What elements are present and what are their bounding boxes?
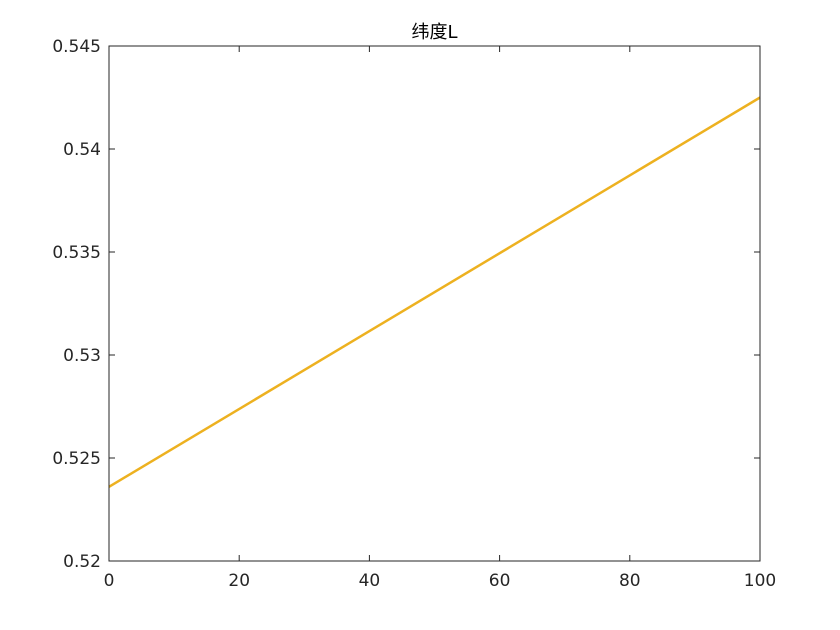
y-tick-label: 0.53 [63,346,101,366]
x-tick-label: 80 [619,571,641,591]
x-tick-label: 100 [744,571,776,591]
series-layer [108,96,761,488]
x-axis: 0 20 40 60 80 100 [104,46,776,591]
y-axis: 0.52 0.525 0.53 0.535 0.54 0.545 [52,37,760,572]
y-tick-label: 0.52 [63,552,101,572]
axes-box [108,45,761,562]
y-tick-label: 0.535 [52,243,101,263]
chart-title: 纬度L [411,22,457,43]
y-tick-label: 0.54 [63,140,101,160]
plot-area [109,46,760,561]
y-tick-label: 0.525 [52,449,101,469]
x-tick-label: 20 [228,571,250,591]
x-tick-label: 40 [359,571,381,591]
series-line [108,96,761,488]
x-tick-label: 0 [104,571,115,591]
y-tick-label: 0.545 [52,37,101,57]
x-tick-label: 60 [489,571,511,591]
